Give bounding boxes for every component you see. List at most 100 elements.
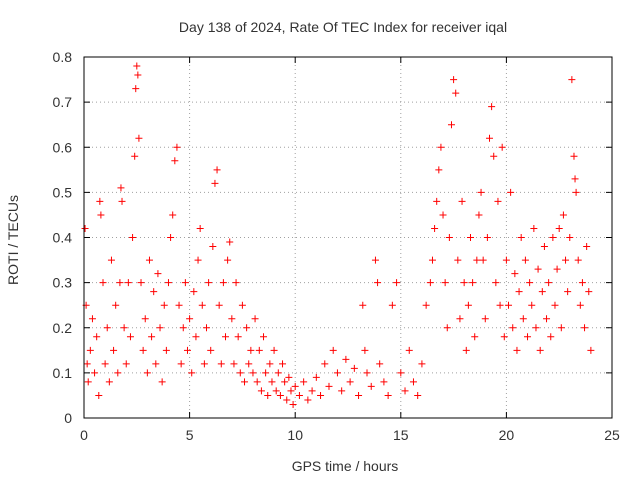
data-point bbox=[276, 391, 284, 399]
data-point bbox=[509, 324, 517, 332]
data-point bbox=[374, 279, 382, 287]
data-point bbox=[186, 315, 194, 323]
data-point bbox=[435, 166, 443, 174]
data-point bbox=[572, 188, 580, 196]
data-point bbox=[135, 134, 143, 142]
data-point bbox=[228, 315, 236, 323]
y-tick-label: 0.7 bbox=[53, 94, 73, 110]
data-point bbox=[188, 369, 196, 377]
data-point bbox=[524, 333, 532, 341]
data-point bbox=[581, 324, 589, 332]
data-point bbox=[194, 256, 202, 264]
data-point bbox=[289, 400, 297, 408]
data-point bbox=[471, 333, 479, 341]
x-tick-label: 0 bbox=[80, 427, 88, 443]
data-point bbox=[462, 346, 470, 354]
data-point bbox=[148, 333, 156, 341]
data-point bbox=[543, 315, 551, 323]
data-point bbox=[198, 301, 206, 309]
data-point bbox=[171, 157, 179, 165]
data-point bbox=[571, 175, 579, 183]
data-point bbox=[131, 152, 139, 160]
data-point bbox=[141, 315, 149, 323]
data-point bbox=[257, 387, 265, 395]
y-tick-label: 0.2 bbox=[53, 320, 73, 336]
y-tick-label: 0.1 bbox=[53, 365, 73, 381]
data-point bbox=[549, 234, 557, 241]
data-point bbox=[481, 315, 489, 323]
data-point bbox=[483, 234, 491, 241]
x-axis-label: GPS time / hours bbox=[292, 458, 399, 474]
data-point bbox=[83, 360, 91, 368]
data-point bbox=[538, 288, 546, 296]
scatter-points bbox=[81, 62, 595, 408]
data-point bbox=[97, 211, 105, 219]
data-point bbox=[454, 256, 462, 264]
data-point bbox=[156, 324, 164, 332]
data-point bbox=[86, 346, 94, 354]
data-point bbox=[492, 279, 500, 287]
data-point bbox=[81, 224, 89, 232]
data-point bbox=[422, 301, 430, 309]
data-point bbox=[528, 301, 536, 309]
data-point bbox=[124, 279, 132, 287]
grid bbox=[84, 57, 612, 418]
data-point bbox=[122, 360, 130, 368]
data-point bbox=[95, 391, 103, 399]
data-point bbox=[291, 382, 299, 390]
data-point bbox=[139, 346, 147, 354]
data-point bbox=[230, 360, 238, 368]
data-point bbox=[287, 387, 295, 395]
data-point bbox=[169, 211, 177, 219]
data-point bbox=[164, 279, 172, 287]
data-point bbox=[409, 378, 417, 386]
data-point bbox=[321, 360, 329, 368]
data-point bbox=[433, 197, 441, 205]
data-point bbox=[469, 279, 477, 287]
data-point bbox=[317, 391, 325, 399]
data-point bbox=[513, 346, 521, 354]
data-point bbox=[264, 391, 272, 399]
data-point bbox=[179, 324, 187, 332]
data-point bbox=[183, 346, 191, 354]
data-point bbox=[578, 279, 586, 287]
data-point bbox=[559, 211, 567, 219]
data-point bbox=[466, 234, 474, 241]
data-point bbox=[110, 346, 118, 354]
data-point bbox=[418, 360, 426, 368]
data-point bbox=[505, 301, 513, 309]
data-point bbox=[260, 333, 268, 341]
data-point bbox=[262, 369, 270, 377]
data-point bbox=[238, 301, 246, 309]
data-point bbox=[496, 301, 504, 309]
data-point bbox=[507, 188, 515, 196]
data-point bbox=[234, 333, 242, 341]
data-point bbox=[175, 301, 183, 309]
data-point bbox=[196, 224, 204, 232]
x-tick-label: 20 bbox=[499, 427, 515, 443]
data-point bbox=[576, 301, 584, 309]
data-point bbox=[209, 243, 217, 251]
data-point bbox=[475, 211, 483, 219]
data-point bbox=[367, 382, 375, 390]
data-point bbox=[134, 71, 142, 79]
data-point bbox=[517, 234, 525, 241]
data-point bbox=[530, 224, 538, 232]
data-point bbox=[555, 224, 563, 232]
data-point bbox=[439, 211, 447, 219]
data-point bbox=[547, 333, 555, 341]
data-point bbox=[272, 387, 280, 395]
data-point bbox=[456, 315, 464, 323]
data-point bbox=[105, 378, 113, 386]
data-point bbox=[564, 288, 572, 296]
data-point bbox=[570, 152, 578, 160]
data-point bbox=[205, 279, 213, 287]
data-point bbox=[384, 391, 392, 399]
data-point bbox=[333, 369, 341, 377]
data-point bbox=[308, 387, 316, 395]
data-point bbox=[129, 234, 137, 241]
data-point bbox=[511, 270, 519, 278]
data-point bbox=[583, 243, 591, 251]
data-point bbox=[270, 346, 278, 354]
